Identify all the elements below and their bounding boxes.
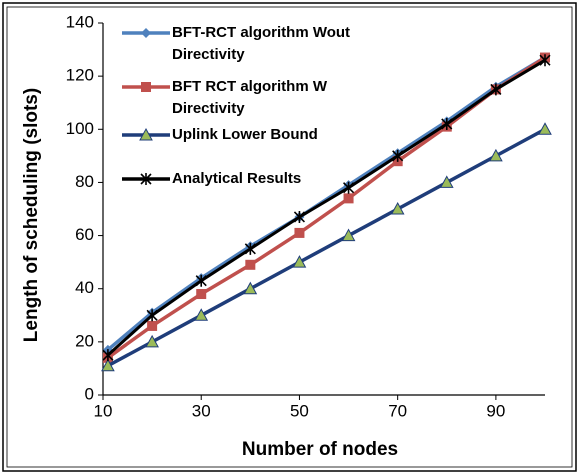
legend-marker xyxy=(141,82,151,92)
x-tick-label: 90 xyxy=(486,401,505,420)
data-point xyxy=(244,242,256,255)
legend-marker xyxy=(139,127,153,141)
data-point xyxy=(245,259,256,270)
legend-symbol xyxy=(122,127,170,141)
legend-item: Analytical Results xyxy=(120,168,385,190)
legend-symbol xyxy=(122,173,170,185)
data-point xyxy=(489,148,503,162)
legend-item: Uplink Lower Bound xyxy=(120,124,385,146)
data-point xyxy=(101,358,115,372)
data-point xyxy=(539,54,551,67)
y-axis-title: Length of scheduling (slots) xyxy=(21,88,42,342)
y-tick-label: 100 xyxy=(66,119,94,138)
data-point xyxy=(490,83,502,96)
legend-item: BFT-RCT algorithm Wout Directivity xyxy=(120,22,385,66)
y-tick-label: 40 xyxy=(75,278,94,297)
data-point xyxy=(294,227,305,238)
legend-label: BFT RCT algorithm W Directivity xyxy=(172,78,327,117)
data-point xyxy=(145,334,159,348)
legend: BFT-RCT algorithm Wout Directivity BFT RC… xyxy=(120,22,385,190)
legend-item: BFT RCT algorithm W Directivity xyxy=(120,76,385,120)
legend-label: Analytical Results xyxy=(172,170,302,187)
y-tick-label: 140 xyxy=(66,12,94,31)
y-tick-label: 80 xyxy=(75,172,94,191)
x-tick-label: 30 xyxy=(192,401,211,420)
x-axis-title: Number of nodes xyxy=(242,439,398,460)
data-point xyxy=(146,309,158,322)
data-point xyxy=(439,175,454,188)
data-point xyxy=(392,149,404,162)
data-point xyxy=(341,228,356,242)
legend-symbol xyxy=(122,82,170,92)
series-line xyxy=(107,127,546,368)
x-tick-label: 50 xyxy=(290,401,309,420)
data-point xyxy=(194,308,209,321)
data-point xyxy=(243,281,258,295)
legend-marker xyxy=(140,173,152,185)
x-tick-label: 70 xyxy=(388,401,407,420)
legend-label: BFT-RCT algorithm Wout Directivity xyxy=(172,24,351,63)
data-point xyxy=(343,193,354,204)
frame-inner xyxy=(6,6,573,468)
data-point xyxy=(390,201,405,215)
series-line xyxy=(106,58,546,357)
data-point xyxy=(195,274,207,287)
y-tick-label: 60 xyxy=(75,225,94,244)
legend-symbol xyxy=(122,28,170,38)
legend-label: Uplink Lower Bound xyxy=(172,126,318,143)
y-tick-label: 120 xyxy=(66,66,94,85)
data-point xyxy=(196,289,207,300)
y-tick-label: 0 xyxy=(85,384,94,403)
data-point xyxy=(102,349,114,362)
y-tick-label: 20 xyxy=(75,331,94,350)
data-point xyxy=(147,320,158,331)
legend-marker xyxy=(141,28,151,38)
data-point xyxy=(293,210,306,223)
data-point xyxy=(538,122,552,135)
data-point xyxy=(441,117,453,130)
x-tick-label: 10 xyxy=(94,401,113,420)
data-point xyxy=(342,181,355,194)
data-point xyxy=(292,255,307,268)
